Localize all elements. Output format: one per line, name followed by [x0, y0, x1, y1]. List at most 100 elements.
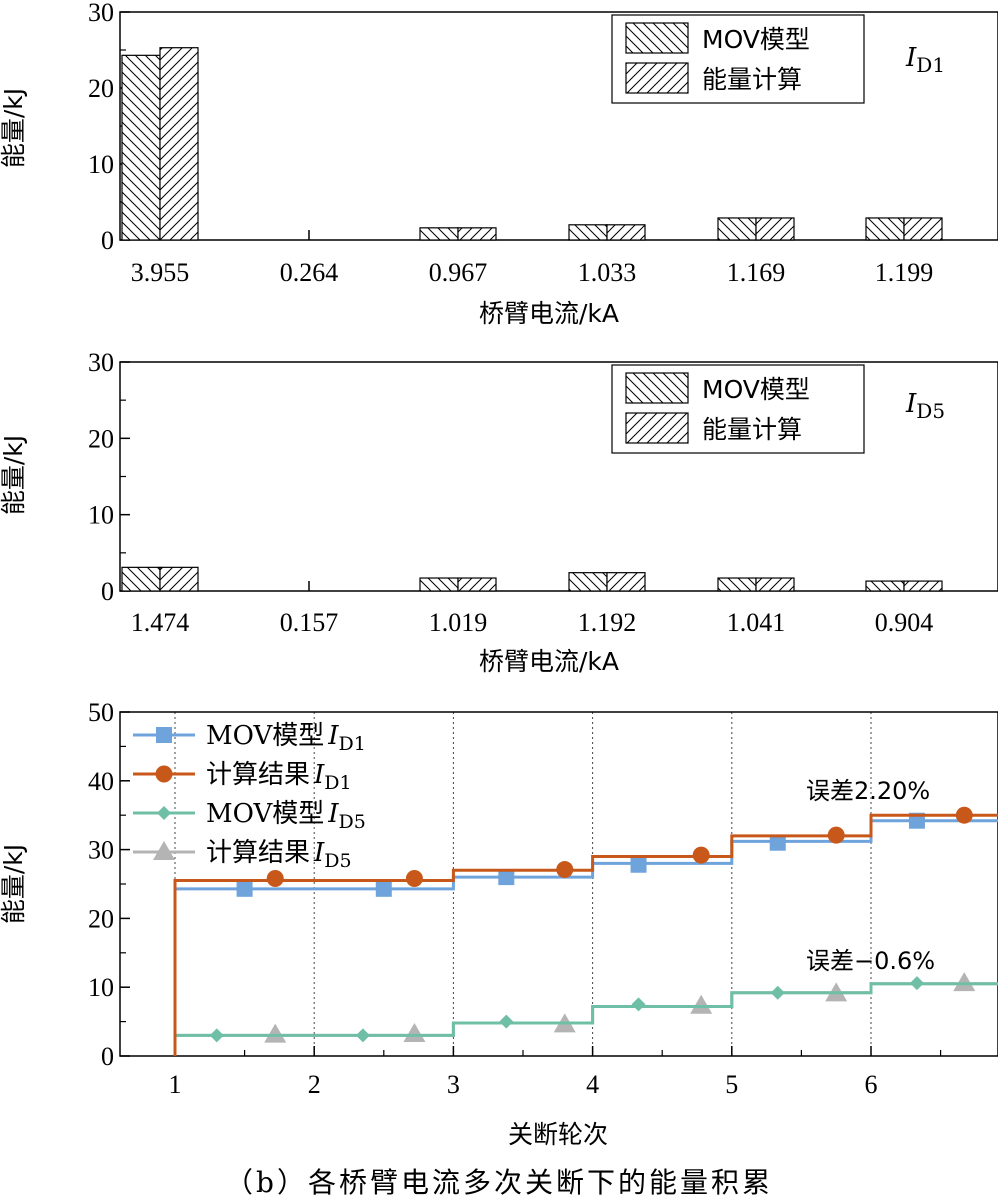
- x-tick-label: 1.041: [727, 608, 786, 637]
- data-point: [556, 861, 574, 879]
- data-point: [209, 1028, 224, 1043]
- panel-tag: ID1: [905, 43, 945, 77]
- y-tick-label: 0: [101, 1042, 114, 1071]
- y-tick-label: 10: [88, 150, 114, 179]
- data-point: [955, 806, 973, 824]
- data-point: [630, 856, 647, 873]
- legend-label: 能量计算: [702, 415, 802, 444]
- data-point: [236, 880, 253, 897]
- y-tick-label: 20: [88, 74, 114, 103]
- legend-marker: [155, 765, 173, 783]
- legend-swatch: [625, 22, 689, 54]
- x-tick-label: 1.192: [578, 608, 637, 637]
- data-point: [266, 869, 284, 887]
- x-tick-label: 0.904: [875, 608, 934, 637]
- annotation: 误差−0.6%: [806, 947, 935, 975]
- y-axis-label: 能量/kJ: [0, 435, 28, 515]
- series-step-line: [175, 982, 998, 1037]
- legend-label: 能量计算: [702, 65, 802, 94]
- x-tick-label: 1.474: [131, 608, 190, 637]
- legend-label: MOV模型 ID5: [206, 799, 366, 833]
- x-tick-label: 3: [447, 1070, 460, 1099]
- legend-marker: [156, 727, 172, 743]
- y-axis-label: 能量/kJ: [0, 88, 28, 168]
- y-tick-label: 10: [88, 973, 114, 1002]
- legend-swatch: [625, 372, 689, 404]
- x-axis-label: 桥臂电流/kA: [479, 299, 619, 328]
- y-tick-label: 50: [88, 698, 114, 727]
- panel-tag: ID5: [905, 389, 945, 423]
- legend-label: MOV模型: [702, 25, 810, 54]
- x-tick-label: 1.019: [429, 608, 488, 637]
- y-tick-label: 0: [101, 577, 114, 606]
- data-point: [827, 826, 845, 844]
- legend-label: MOV模型: [702, 375, 810, 404]
- x-tick-label: 0.264: [280, 258, 339, 287]
- x-tick-label: 0.157: [280, 608, 339, 637]
- x-tick-label: 4: [586, 1070, 599, 1099]
- bar-energy-calc: [755, 217, 795, 241]
- bar-energy-calc: [159, 566, 199, 592]
- data-point: [692, 846, 710, 864]
- data-point: [499, 1014, 514, 1029]
- data-point: [909, 976, 924, 991]
- bar-mov-model: [121, 54, 161, 241]
- bar-mov-model: [121, 566, 161, 592]
- legend-swatch: [625, 412, 689, 444]
- plot-frame: [119, 361, 998, 592]
- bar-mov-model: [865, 217, 905, 241]
- x-tick-label: 5: [725, 1070, 738, 1099]
- x-tick-label: 3.955: [131, 258, 190, 287]
- x-tick-label: 1.199: [875, 258, 934, 287]
- data-point: [264, 1023, 287, 1043]
- bar-mov-model: [717, 217, 757, 241]
- data-point: [690, 994, 713, 1014]
- data-point: [405, 869, 423, 887]
- data-point: [355, 1028, 370, 1043]
- bar-energy-calc: [606, 572, 646, 592]
- data-point: [498, 869, 515, 886]
- y-tick-label: 20: [88, 904, 114, 933]
- bar-mov-model: [568, 224, 608, 241]
- legend-label: 计算结果 ID5: [206, 838, 352, 872]
- bar-energy-calc: [159, 47, 199, 241]
- x-tick-label: 1: [169, 1070, 182, 1099]
- y-tick-label: 40: [88, 767, 114, 796]
- y-axis-label: 能量/kJ: [0, 844, 28, 924]
- legend-marker: [157, 806, 171, 820]
- data-point: [953, 972, 976, 992]
- series-step-line: [175, 982, 998, 1037]
- bar-energy-calc: [457, 577, 497, 592]
- bar-mov-model: [717, 577, 757, 592]
- bar-energy-calc: [903, 217, 943, 241]
- bar-energy-calc: [755, 577, 795, 592]
- data-point: [769, 834, 786, 851]
- y-tick-label: 30: [88, 0, 114, 27]
- legend-swatch: [625, 62, 689, 94]
- y-tick-label: 30: [88, 836, 114, 865]
- legend-marker: [153, 841, 175, 860]
- x-axis-label: 关断轮次: [508, 1120, 608, 1149]
- bar-mov-model: [568, 572, 608, 592]
- bar-panel-2: 0 10 20 30 1.474 0.157 1.019 1.192 1.041 0.904 桥臂电…: [88, 348, 998, 676]
- bar-mov-model: [419, 227, 459, 241]
- y-tick-label: 20: [88, 424, 114, 453]
- legend: MOV模型 ID1 计算结果 ID1 MOV模型 ID5 计算结果 ID5: [133, 721, 366, 872]
- series-2: [175, 976, 998, 1043]
- series-step-line: [173, 813, 998, 1056]
- bar-energy-calc: [606, 224, 646, 241]
- annotation: 误差2.20%: [806, 777, 930, 805]
- bar-energy-calc: [457, 227, 497, 241]
- x-tick-label: 2: [308, 1070, 321, 1099]
- series-1: [173, 806, 998, 1056]
- y-tick-label: 10: [88, 501, 114, 530]
- bar-panel-1: 0 10 20 30 3.955 0.264 0.967 1.033 1.169 1.199 桥臂电…: [88, 0, 998, 328]
- data-point: [770, 985, 785, 1000]
- x-axis-label: 桥臂电流/kA: [479, 647, 619, 676]
- figure-caption: （b）各桥臂电流多次关断下的能量积累: [225, 1166, 773, 1199]
- x-tick-label: 1.169: [727, 258, 786, 287]
- plot-frame: [119, 11, 998, 241]
